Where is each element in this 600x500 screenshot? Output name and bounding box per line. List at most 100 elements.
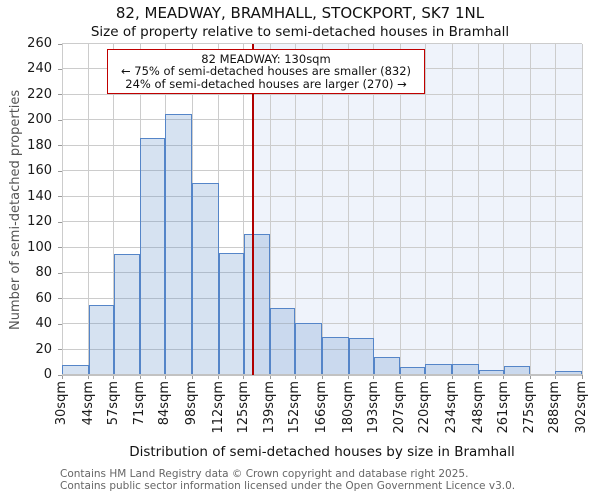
x-tick-mark bbox=[139, 375, 141, 379]
x-tick-label: 234sqm bbox=[444, 381, 459, 434]
x-tick-mark bbox=[554, 375, 556, 379]
x-tick-label: 139sqm bbox=[262, 381, 278, 434]
x-tick-label: 207sqm bbox=[392, 381, 408, 434]
v-gridline bbox=[348, 44, 350, 375]
x-tick-label: 302sqm bbox=[574, 381, 589, 434]
y-tick-mark bbox=[58, 170, 62, 172]
y-tick-label: 0 bbox=[43, 367, 52, 382]
v-gridline bbox=[294, 44, 296, 375]
v-gridline bbox=[529, 44, 531, 375]
x-tick-label: 275sqm bbox=[522, 381, 538, 434]
plot-area: 0 20 40 60 80 100 120 140 160 180 200 220 240 260 30sq… bbox=[27, 37, 589, 434]
y-tick-label: 240 bbox=[27, 61, 52, 77]
x-axis-title: Distribution of semi-detached houses by … bbox=[129, 444, 515, 460]
y-tick-mark bbox=[58, 68, 62, 70]
y-tick-label: 20 bbox=[35, 341, 52, 357]
v-gridline bbox=[424, 44, 426, 375]
y-tick-label: 140 bbox=[27, 188, 52, 204]
x-tick-mark bbox=[581, 375, 583, 379]
histogram-bar bbox=[503, 366, 531, 375]
x-tick-label: 220sqm bbox=[417, 381, 433, 434]
annotation-larger-text: 24% of semi-detached houses are larger (… bbox=[125, 76, 407, 91]
histogram-bar bbox=[88, 304, 114, 375]
x-tick-mark bbox=[451, 375, 453, 379]
v-gridline bbox=[451, 44, 453, 375]
histogram-bar bbox=[113, 254, 141, 375]
v-gridline bbox=[399, 44, 401, 375]
y-tick-label: 80 bbox=[35, 265, 52, 281]
x-tick-mark bbox=[348, 375, 350, 379]
histogram-bar bbox=[555, 371, 582, 375]
footer-line-1: Contains HM Land Registry data © Crown c… bbox=[60, 468, 469, 480]
annotation-box: 82 MEADWAY: 130sqm ← 75% of semi-detache… bbox=[107, 49, 425, 95]
x-tick-label: 71sqm bbox=[132, 381, 148, 426]
histogram-bar bbox=[478, 369, 504, 375]
larger-region-shade bbox=[253, 44, 582, 375]
x-tick-mark bbox=[529, 375, 531, 379]
histogram-bar bbox=[348, 338, 374, 375]
y-tick-mark bbox=[58, 247, 62, 249]
v-gridline bbox=[61, 44, 63, 375]
x-tick-label: 44sqm bbox=[80, 381, 96, 426]
x-tick-mark bbox=[321, 375, 323, 379]
x-tick-mark bbox=[88, 375, 90, 379]
v-gridline bbox=[503, 44, 505, 375]
histogram-bar bbox=[243, 233, 271, 375]
x-tick-label: 57sqm bbox=[105, 381, 121, 426]
x-tick-label: 193sqm bbox=[365, 381, 381, 434]
v-gridline bbox=[113, 44, 115, 375]
x-tick-mark bbox=[373, 375, 375, 379]
x-tick-label: 261sqm bbox=[495, 381, 511, 434]
histogram-bar bbox=[295, 322, 322, 375]
y-tick-mark bbox=[58, 374, 62, 376]
x-tick-mark bbox=[503, 375, 505, 379]
histogram-bar bbox=[62, 364, 89, 375]
x-tick-label: 112sqm bbox=[210, 381, 226, 434]
y-tick-label: 120 bbox=[27, 214, 52, 230]
y-tick-label: 100 bbox=[27, 239, 52, 255]
histogram-bar bbox=[165, 114, 192, 375]
x-tick-label: 166sqm bbox=[314, 381, 329, 434]
x-tick-mark bbox=[243, 375, 245, 379]
chart-subtitle: Size of property relative to semi-detach… bbox=[90, 24, 510, 40]
x-tick-label: 30sqm bbox=[54, 381, 69, 426]
v-gridline bbox=[478, 44, 480, 375]
x-tick-mark bbox=[269, 375, 271, 379]
x-axis-line bbox=[62, 374, 582, 376]
y-tick-mark bbox=[58, 323, 62, 325]
histogram-bar bbox=[192, 182, 219, 375]
v-gridline bbox=[218, 44, 220, 375]
y-tick-mark bbox=[58, 94, 62, 96]
x-tick-label: 288sqm bbox=[547, 381, 563, 434]
histogram-bar bbox=[452, 363, 479, 375]
annotation-smaller-text: ← 75% of semi-detached houses are smalle… bbox=[120, 64, 412, 79]
histogram-bar bbox=[425, 363, 452, 375]
histogram-bar bbox=[218, 252, 244, 375]
v-gridline bbox=[321, 44, 323, 375]
x-tick-mark bbox=[164, 375, 166, 379]
histogram-bar bbox=[373, 357, 401, 375]
x-tick-mark bbox=[61, 375, 63, 379]
v-gridline bbox=[88, 44, 90, 375]
x-tick-label: 248sqm bbox=[470, 381, 486, 434]
v-gridline bbox=[243, 44, 245, 375]
y-tick-mark bbox=[58, 298, 62, 300]
footer-line-2: Contains public sector information licen… bbox=[60, 480, 516, 492]
y-tick-mark bbox=[58, 145, 62, 147]
x-tick-label: 125sqm bbox=[235, 381, 251, 434]
x-tick-label: 180sqm bbox=[340, 381, 356, 434]
y-tick-mark bbox=[58, 221, 62, 223]
y-tick-label: 180 bbox=[27, 137, 52, 153]
property-size-marker-line bbox=[252, 44, 255, 375]
h-gridline bbox=[62, 43, 582, 44]
x-tick-mark bbox=[218, 375, 220, 379]
x-tick-mark bbox=[399, 375, 401, 379]
y-tick-label: 60 bbox=[35, 290, 52, 306]
y-tick-label: 160 bbox=[27, 163, 52, 179]
x-tick-mark bbox=[424, 375, 426, 379]
y-tick-mark bbox=[58, 349, 62, 351]
histogram-bar bbox=[322, 336, 349, 375]
y-tick-mark bbox=[58, 43, 62, 45]
y-tick-label: 40 bbox=[35, 316, 52, 332]
